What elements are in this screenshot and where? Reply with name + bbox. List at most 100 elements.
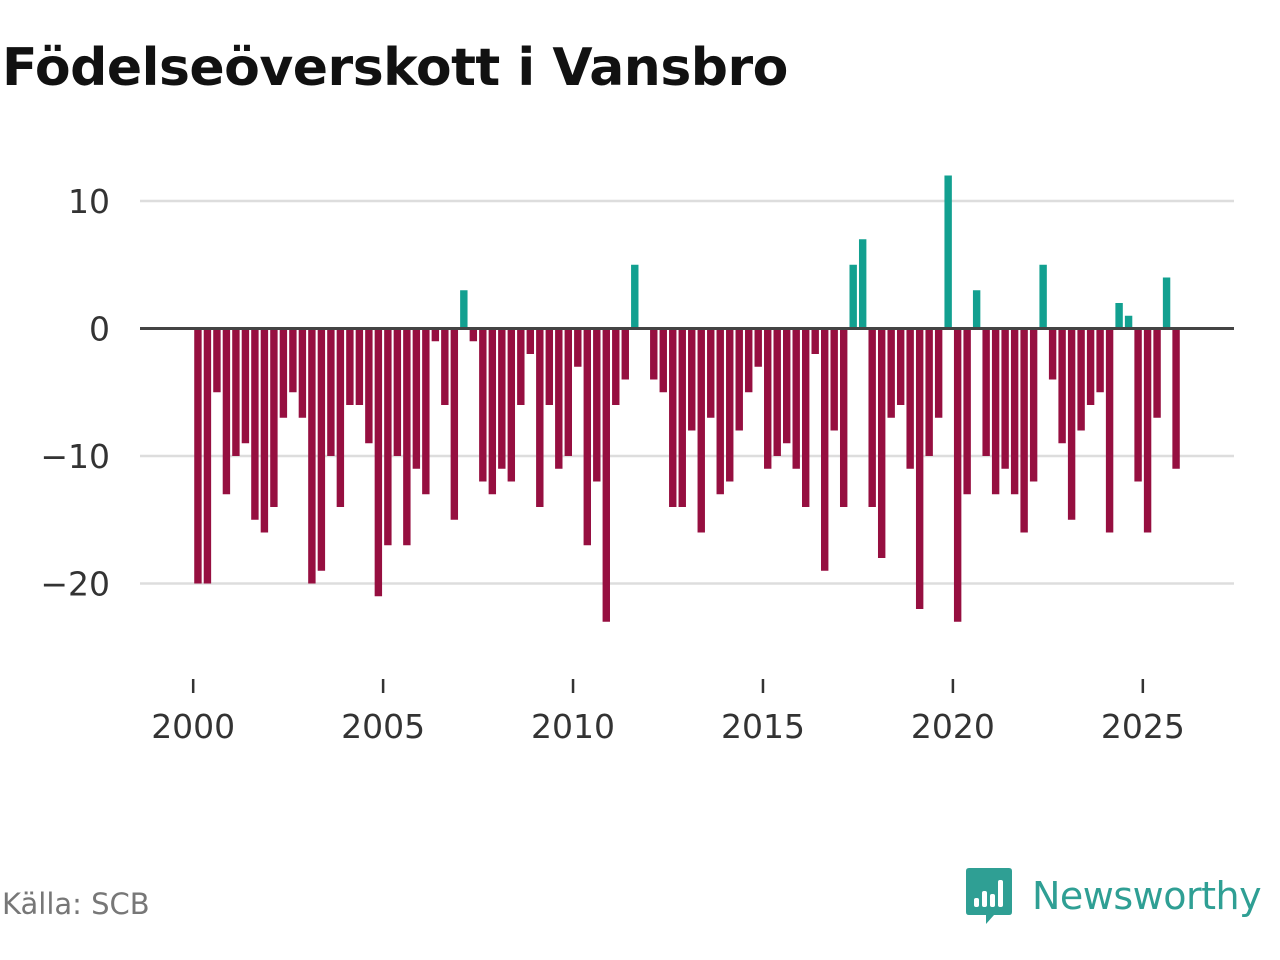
bar	[203, 328, 212, 584]
bar	[982, 328, 990, 456]
chart-title: Födelseöverskott i Vansbro	[2, 38, 788, 98]
bar	[403, 328, 411, 546]
y-tick-label: 0	[89, 310, 110, 349]
bar	[213, 328, 221, 393]
x-axis: 2000 2005 2010 2015 2020 2025	[151, 679, 1185, 746]
bar	[441, 328, 449, 405]
bar	[488, 328, 497, 495]
bar	[811, 328, 819, 354]
bar	[393, 328, 402, 456]
bar	[564, 328, 572, 456]
bar	[858, 239, 867, 329]
bar	[469, 328, 478, 342]
bar	[498, 328, 506, 469]
bars	[194, 175, 1180, 622]
bar	[991, 328, 1000, 495]
bar	[279, 328, 288, 418]
bar	[915, 328, 924, 609]
bar	[896, 328, 905, 405]
bar	[1010, 328, 1019, 495]
bar	[906, 328, 914, 469]
bar	[612, 328, 620, 405]
bar	[241, 328, 250, 444]
bar	[1143, 328, 1152, 533]
bar	[868, 328, 876, 507]
bar	[574, 328, 582, 367]
bar	[298, 328, 307, 418]
bar	[877, 328, 886, 558]
bar	[764, 328, 772, 469]
bar	[726, 328, 734, 482]
bar	[1077, 328, 1085, 431]
bar	[507, 328, 516, 482]
bar	[735, 328, 743, 431]
bar	[479, 328, 487, 482]
y-tick-label: 10	[68, 182, 110, 221]
bar	[934, 328, 943, 418]
bar	[1115, 303, 1123, 329]
bar	[1029, 328, 1038, 482]
source-note: Källa: SCB	[2, 887, 150, 921]
bar	[346, 328, 354, 405]
brand-logo[interactable]: Newsworthy	[964, 864, 1262, 928]
bar	[688, 328, 696, 431]
bar	[659, 328, 667, 393]
bar	[1124, 315, 1133, 329]
bar	[1058, 328, 1066, 444]
bar	[1001, 328, 1009, 469]
bar	[317, 328, 326, 571]
bar	[1162, 277, 1171, 329]
bar	[336, 328, 345, 507]
bar	[431, 328, 440, 342]
bar	[526, 328, 535, 354]
bar	[194, 328, 202, 584]
bar	[602, 328, 610, 622]
bar	[422, 328, 430, 495]
bar	[669, 328, 677, 507]
x-tick-label: 2015	[721, 707, 805, 746]
x-tick-label: 2010	[531, 707, 615, 746]
bar	[270, 328, 278, 507]
bar	[925, 328, 933, 456]
x-tick-label: 2005	[341, 707, 425, 746]
bar	[1048, 328, 1057, 380]
bar	[251, 328, 259, 520]
bar	[1039, 264, 1047, 329]
bar	[650, 328, 658, 380]
bar	[754, 328, 762, 367]
bar	[621, 328, 629, 380]
bar	[1134, 328, 1142, 482]
bar	[260, 328, 269, 533]
bar	[678, 328, 686, 507]
bar	[1172, 328, 1180, 469]
bar	[953, 328, 962, 622]
bar	[963, 328, 971, 495]
bar	[830, 328, 838, 431]
bar	[1096, 328, 1104, 393]
bar	[593, 328, 601, 482]
bar	[783, 328, 791, 444]
bar	[887, 328, 895, 418]
y-axis: 10 0 −10 −20	[40, 182, 110, 604]
y-tick-label: −20	[40, 565, 110, 604]
bar	[308, 328, 316, 584]
bar	[631, 264, 639, 329]
bar	[232, 328, 240, 456]
bar	[972, 290, 981, 329]
bar	[289, 328, 297, 393]
y-tick-label: −10	[40, 437, 110, 476]
bar	[327, 328, 335, 456]
bar	[707, 328, 715, 418]
bar	[583, 328, 591, 546]
bar	[1086, 328, 1095, 405]
bar	[821, 328, 829, 571]
bar	[460, 290, 468, 329]
newsworthy-logo-icon	[966, 868, 1012, 924]
bar	[365, 328, 373, 444]
bar	[1153, 328, 1161, 418]
bar	[944, 175, 952, 329]
bar	[716, 328, 724, 495]
bar	[792, 328, 800, 469]
bar	[849, 264, 857, 329]
x-tick-label: 2000	[151, 707, 235, 746]
